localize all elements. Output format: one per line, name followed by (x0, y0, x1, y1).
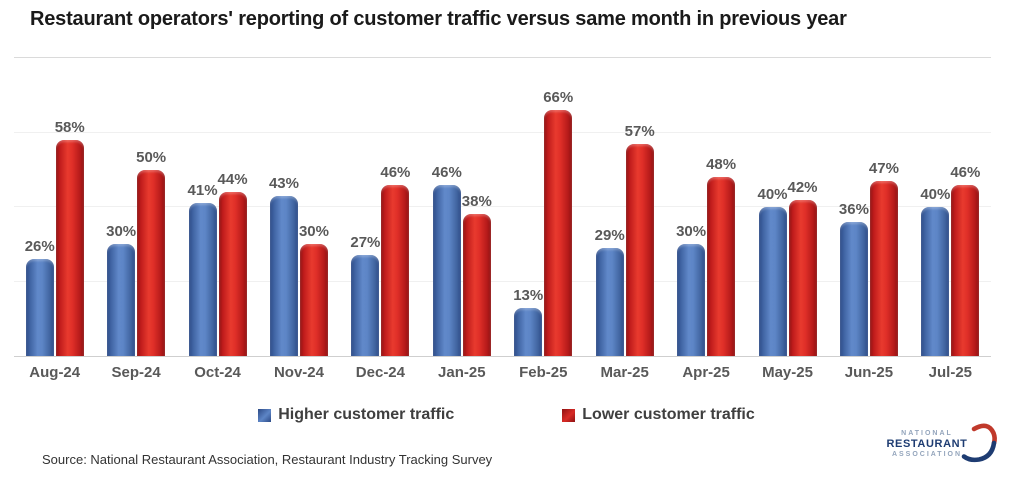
bar-higher-sep-24: 30% (106, 223, 136, 356)
gridline-60 (14, 131, 991, 133)
bar-group-feb-25: 13% 66% (503, 89, 584, 356)
value-label-lower-jun-25: 47% (868, 159, 899, 177)
value-label-higher-sep-24: 30% (106, 223, 137, 241)
value-label-lower-sep-24: 50% (136, 148, 167, 166)
x-label-feb-25: Feb-25 (519, 364, 568, 381)
nra-logo-line3: ASSOCIATION (891, 450, 963, 458)
x-label-jul-25: Jul-25 (928, 364, 973, 381)
value-label-higher-jan-25: 46% (431, 163, 462, 181)
nra-logo: NATIONAL RESTAURANT ASSOCIATION (879, 418, 999, 478)
gridline-80 (14, 57, 991, 58)
bar-lower-nov-24: 30% (299, 223, 329, 356)
legend-item-higher: Higher customer traffic (258, 406, 454, 424)
value-label-lower-jan-25: 38% (461, 193, 492, 211)
plot-area: 26% 58% 30% 50% 41% 44% 43% 30% 27% 46% 46% 38% 13% 6… (14, 57, 991, 357)
x-label-aug-24: Aug-24 (29, 364, 81, 381)
nra-logo-line2: RESTAURANT (886, 438, 968, 451)
bar-group-jul-25: 40% 46% (910, 164, 991, 356)
bar-lower-dec-24: 46% (380, 164, 410, 356)
bar-group-mar-25: 29% 57% (584, 123, 665, 356)
bar-lower-jul-25: 46% (950, 164, 980, 356)
bar-group-apr-25: 30% 48% (665, 156, 746, 356)
bar-group-oct-24: 41% 44% (177, 171, 258, 356)
bar-higher-feb-25: 13% (513, 287, 543, 356)
x-axis-labels: Aug-24 Sep-24 Oct-24 Nov-24 Dec-24 Jan-25 Feb-… (14, 364, 991, 381)
bar-group-jun-25: 36% 47% (828, 160, 909, 356)
value-label-lower-may-25: 42% (787, 178, 818, 196)
value-label-lower-mar-25: 57% (624, 122, 655, 140)
bar-higher-jan-25: 46% (432, 164, 462, 356)
source-text: Source: National Restaurant Association,… (42, 452, 493, 467)
bar-higher-aug-24: 26% (25, 238, 55, 356)
x-label-mar-25: Mar-25 (600, 364, 649, 381)
bar-lower-feb-25: 66% (543, 89, 573, 356)
legend-label-lower: Lower customer traffic (582, 406, 755, 423)
nra-logo-text: NATIONAL RESTAURANT ASSOCIATION (879, 430, 975, 459)
x-label-dec-24: Dec-24 (355, 364, 405, 381)
bar-lower-apr-25: 48% (706, 156, 736, 356)
bar-lower-may-25: 42% (787, 179, 818, 356)
value-label-lower-apr-25: 48% (706, 156, 737, 174)
bar-group-aug-24: 26% 58% (14, 119, 95, 356)
value-label-higher-may-25: 40% (757, 186, 788, 203)
value-label-higher-jul-25: 40% (920, 186, 951, 203)
gridline-40 (14, 206, 991, 207)
nra-swoosh-icon (961, 423, 997, 463)
bar-group-jan-25: 46% 38% (421, 164, 502, 356)
legend-swatch-higher-icon (258, 408, 272, 422)
gridline-20 (14, 280, 991, 282)
legend-item-lower: Lower customer traffic (562, 406, 755, 424)
x-label-oct-24: Oct-24 (194, 364, 241, 381)
x-label-sep-24: Sep-24 (111, 364, 161, 381)
bar-higher-jul-25: 40% (920, 186, 950, 356)
legend-label-higher: Higher customer traffic (278, 406, 455, 423)
x-label-jun-25: Jun-25 (844, 364, 894, 381)
x-label-nov-24: Nov-24 (273, 364, 324, 381)
value-label-higher-nov-24: 43% (268, 174, 299, 192)
value-label-lower-nov-24: 30% (298, 223, 329, 241)
bar-higher-may-25: 40% (757, 186, 788, 356)
chart-title: Restaurant operators' reporting of custo… (30, 8, 847, 30)
bar-higher-jun-25: 36% (839, 201, 869, 356)
bar-higher-apr-25: 30% (676, 223, 706, 356)
bar-higher-dec-24: 27% (350, 234, 380, 356)
bar-higher-nov-24: 43% (269, 175, 299, 356)
value-label-lower-dec-24: 46% (380, 163, 411, 181)
bar-group-may-25: 40% 42% (747, 179, 828, 356)
bar-group-dec-24: 27% 46% (340, 164, 421, 356)
bar-higher-oct-24: 41% (188, 182, 218, 356)
value-label-higher-feb-25: 13% (513, 286, 544, 304)
bar-lower-aug-24: 58% (55, 119, 85, 356)
value-label-higher-mar-25: 29% (594, 227, 625, 244)
x-label-may-25: May-25 (762, 364, 813, 381)
bar-lower-jan-25: 38% (462, 193, 492, 356)
bar-group-nov-24: 43% 30% (258, 175, 339, 356)
x-label-apr-25: Apr-25 (682, 364, 730, 381)
value-label-lower-feb-25: 66% (543, 89, 574, 107)
bar-lower-sep-24: 50% (136, 149, 166, 356)
legend-swatch-lower-icon (562, 408, 576, 422)
value-label-lower-jul-25: 46% (950, 163, 981, 181)
value-label-lower-oct-24: 44% (217, 171, 248, 189)
bar-lower-mar-25: 57% (625, 123, 655, 356)
x-label-jan-25: Jan-25 (438, 364, 486, 381)
value-label-higher-oct-24: 41% (187, 182, 218, 200)
value-label-higher-aug-24: 26% (24, 238, 55, 256)
value-label-higher-dec-24: 27% (350, 234, 381, 252)
value-label-lower-aug-24: 58% (54, 118, 85, 136)
bar-higher-mar-25: 29% (595, 227, 625, 356)
bar-lower-oct-24: 44% (218, 171, 248, 356)
value-label-higher-jun-25: 36% (838, 200, 869, 218)
bar-group-sep-24: 30% 50% (95, 149, 176, 356)
bar-groups: 26% 58% 30% 50% 41% 44% 43% 30% 27% 46% 46% 38% 13% 6… (14, 58, 991, 356)
value-label-higher-apr-25: 30% (676, 223, 707, 241)
legend: Higher customer traffic Lower customer t… (0, 406, 1013, 424)
nra-logo-line1: NATIONAL (901, 430, 953, 437)
bar-lower-jun-25: 47% (869, 160, 899, 356)
